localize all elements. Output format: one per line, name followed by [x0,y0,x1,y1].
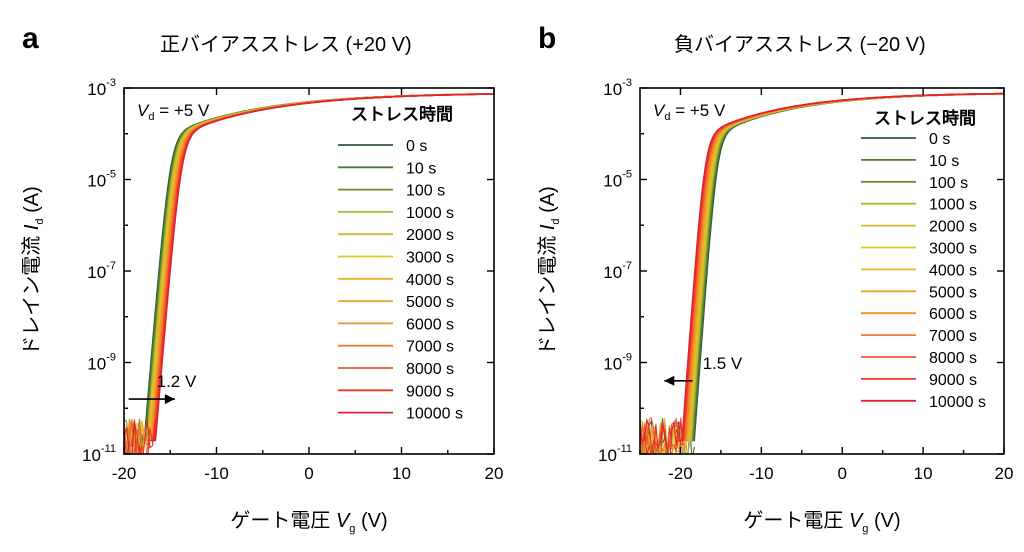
panel-b-x-axis-label: ゲート電圧 Vg (V) [743,509,900,535]
panel-a-xtick-label: -20 [112,464,137,483]
panel-b-legend-item: 3000 s [929,241,977,258]
panel-b-shift-arrow-head [664,375,675,386]
panel-b-legend-item: 6000 s [929,306,977,323]
panel-b-plot: -20 -10 0 10 20 10-11 10-9 10-7 10-5 10-3 Vd = +5 … [536,77,1013,535]
panel-b-legend-item: 2000 s [929,219,977,236]
panel-b-shift-annotation: 1.5 V [703,354,743,373]
panel-a-noise-8000s [124,420,153,454]
panel-b-noise-9000s [640,420,684,454]
panel-a-shift-annotation: 1.2 V [157,372,197,391]
panel-b-legend-item: 100 s [929,175,968,192]
panel-a-legend-item: 6000 s [406,316,454,333]
panel-a-legend-item: 3000 s [406,250,454,267]
panel-a-series-group [124,93,494,454]
panel-b-legend-item: 10000 s [929,394,986,411]
panel-a-condition-label: Vd = +5 V [137,101,210,123]
panel-b-ytick-label: 10-9 [603,352,632,374]
panel-a-legend-item: 1000 s [406,205,454,222]
panel-b-series-group [640,92,1004,454]
panel-a-plot: -20 -10 0 10 20 10-11 10-9 10-7 10-5 10-3 Vd = +5 … [20,77,503,535]
panel-b-condition-label: Vd = +5 V [653,101,726,123]
panel-b-legend-item: 0 s [929,131,950,148]
panel-a-legend-item: 10 s [406,160,436,177]
panel-a-legend-item: 5000 s [406,294,454,311]
panel-a-legend-item: 2000 s [406,227,454,244]
panel-a-legend-title: ストレス時間 [351,104,453,124]
panel-a-legend-item: 4000 s [406,272,454,289]
panel-a-legend-item: 8000 s [406,361,454,378]
panel-a-shift-arrow-head [164,394,175,405]
panel-a-ytick-label: 10-5 [87,169,116,191]
panel-b-xtick-label: 0 [837,464,846,483]
panel-a-ytick-label: 10-9 [87,352,116,374]
panel-b-ytick-label: 10-3 [603,77,632,99]
panel-b-y-axis-label: ドレイン電流 Id (A) [536,186,562,355]
panel-a-noise-10000s [124,419,156,454]
panel-a-xtick-label: 20 [485,464,504,483]
panel-a-title: 正バイアスストレス (+20 V) [160,34,412,56]
panel-b-legend-item: 5000 s [929,284,977,301]
panel-b-xtick-label: -10 [749,464,774,483]
panel-b-title: 負バイアスストレス (−20 V) [674,33,926,56]
panel-b-legend-title: ストレス時間 [874,108,976,128]
panel-a-xtick-label: 0 [304,464,313,483]
panel-b-legend-item: 10 s [929,153,959,170]
panel-b-xtick-label: 20 [995,464,1014,483]
panel-a-x-axis-label: ゲート電圧 Vg (V) [230,509,387,535]
panel-a-ytick-label: 10-11 [82,443,116,465]
panel-b-xtick-label: 10 [914,464,933,483]
panel-a-legend-item: 0 s [406,138,427,155]
panel-b-series-10000s [678,92,1004,442]
panel-a-y-axis-label: ドレイン電流 Id (A) [20,186,46,355]
panel-b-legend-item: 9000 s [929,372,977,389]
panel-b-legend-item: 1000 s [929,197,977,214]
panel-b-legend-item: 4000 s [929,262,977,279]
panel-b: b 負バイアスストレス (−20 V) -20 -10 0 10 20 10-11 10-9… [536,22,1013,535]
panel-a-legend-item: 10000 s [406,406,463,423]
panel-a-legend-item: 9000 s [406,383,454,400]
panel-b-ytick-label: 10-5 [603,169,632,191]
panel-b-legend-item: 7000 s [929,328,977,345]
panel-a-xtick-label: -10 [204,464,229,483]
panel-a-legend-item: 7000 s [406,339,454,356]
panel-b-xtick-label: -20 [668,464,693,483]
panel-b-noise-10000s [640,419,682,454]
panel-a-legend-item: 100 s [406,183,445,200]
panel-a-xtick-label: 10 [392,464,411,483]
panel-b-legend-item: 8000 s [929,350,977,367]
panel-letter-a: a [22,22,39,55]
panel-a-ytick-label: 10-7 [87,260,116,282]
panel-a-ytick-label: 10-3 [87,77,116,99]
panel-b-ytick-label: 10-7 [603,260,632,282]
panel-a: a 正バイアスストレス (+20 V) -20 -10 0 10 20 10-11 10-9… [20,22,503,535]
panel-a-series-10000s [151,93,494,442]
panel-b-ytick-label: 10-11 [598,443,632,465]
panel-letter-b: b [538,22,556,55]
